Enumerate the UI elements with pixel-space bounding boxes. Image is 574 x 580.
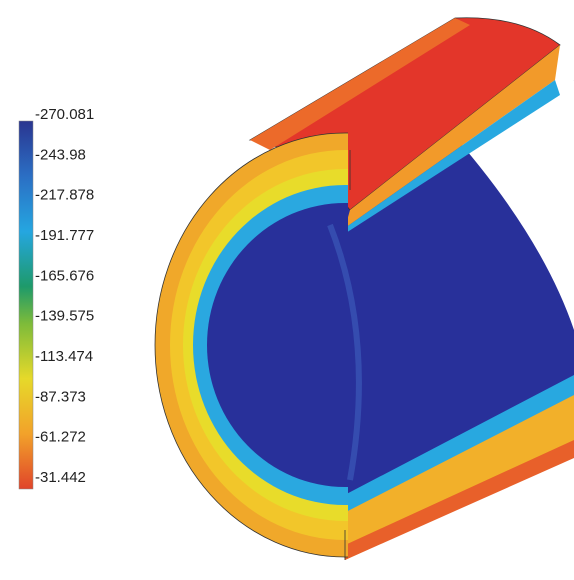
colorbar-label: -113.474	[35, 348, 93, 365]
colorbar-label: -270.081	[35, 106, 94, 123]
colorbar-label: -87.373	[35, 388, 86, 405]
colorbar-label: -165.676	[35, 267, 94, 284]
colorbar-label: -217.878	[35, 187, 94, 204]
colorbar-label: -243.98	[35, 146, 86, 163]
colorbar-label: -191.777	[35, 227, 94, 244]
colorbar	[19, 121, 33, 489]
colorbar-label: -61.272	[35, 429, 86, 446]
colorbar-label: -139.575	[35, 308, 94, 325]
screenshot: -270.081 -243.98 -217.878 -191.777 -165.676 -…	[0, 0, 574, 575]
colorbar-label: -31.442	[35, 469, 86, 486]
